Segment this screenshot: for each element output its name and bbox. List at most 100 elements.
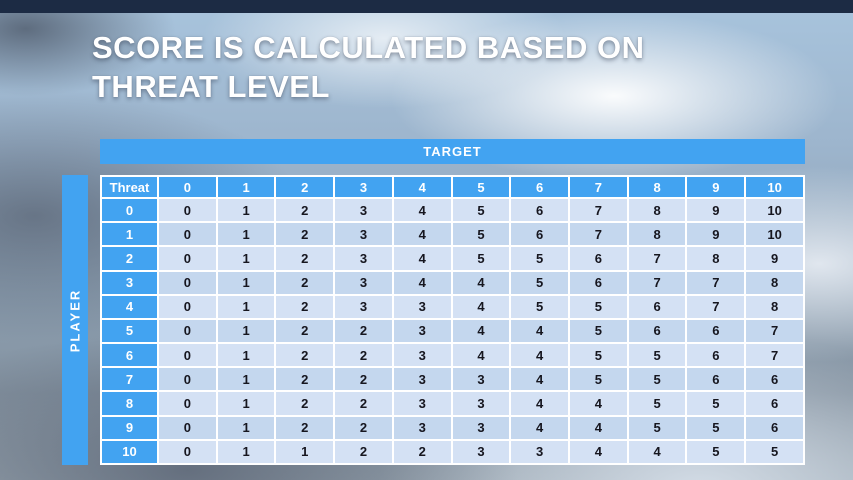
score-cell: 5 <box>626 342 688 369</box>
score-cell: 0 <box>157 438 218 466</box>
row-header-1: 1 <box>100 221 159 248</box>
score-cell: 2 <box>274 293 336 320</box>
column-header-3: 3 <box>333 175 394 199</box>
score-cell: 9 <box>685 196 747 224</box>
player-label: PLAYER <box>67 288 83 352</box>
row-header-10: 10 <box>100 438 159 466</box>
column-header-0: 0 <box>157 175 218 199</box>
score-cell: 3 <box>391 414 453 441</box>
table-row-threat-0: 0 0 1 2 3 4 5 6 7 8 9 10 <box>100 196 805 224</box>
score-cell: 2 <box>274 245 336 272</box>
score-cell: 7 <box>626 245 688 272</box>
score-cell: 2 <box>333 366 394 393</box>
score-cell: 6 <box>509 196 571 224</box>
score-cell: 4 <box>391 269 453 296</box>
score-cell: 1 <box>215 390 277 417</box>
score-cell: 5 <box>568 366 629 393</box>
score-cell: 3 <box>450 414 512 441</box>
row-header-5: 5 <box>100 317 159 345</box>
score-cell: 6 <box>685 342 747 369</box>
header-row: Threat 0 1 2 3 4 5 6 7 8 9 10 <box>100 175 805 199</box>
score-cell: 7 <box>744 342 805 369</box>
row-header-9: 9 <box>100 414 159 441</box>
score-cell: 8 <box>626 196 688 224</box>
column-header-2: 2 <box>274 175 336 199</box>
score-cell: 3 <box>450 390 512 417</box>
score-cell: 2 <box>274 196 336 224</box>
score-cell: 5 <box>626 414 688 441</box>
score-cell: 6 <box>626 317 688 345</box>
score-cell: 5 <box>626 390 688 417</box>
table-row-threat-10: 10 0 1 1 2 2 3 3 4 4 5 5 <box>100 438 805 466</box>
score-cell: 3 <box>333 245 394 272</box>
table-row-threat-1: 1 0 1 2 3 4 5 6 7 8 9 10 <box>100 221 805 248</box>
score-cell: 8 <box>685 245 747 272</box>
score-cell: 4 <box>509 366 571 393</box>
score-cell: 2 <box>333 438 394 466</box>
score-cell: 2 <box>274 366 336 393</box>
score-cell: 2 <box>274 390 336 417</box>
score-cell: 7 <box>744 317 805 345</box>
score-cell: 8 <box>626 221 688 248</box>
score-cell: 2 <box>333 342 394 369</box>
score-cell: 0 <box>157 293 218 320</box>
score-cell: 4 <box>568 438 629 466</box>
score-cell: 5 <box>685 390 747 417</box>
score-cell: 4 <box>568 390 629 417</box>
score-table-header: Threat 0 1 2 3 4 5 6 7 8 9 10 <box>100 175 805 199</box>
score-cell: 3 <box>509 438 571 466</box>
score-cell: 4 <box>509 342 571 369</box>
score-cell: 0 <box>157 196 218 224</box>
row-header-7: 7 <box>100 366 159 393</box>
score-cell: 4 <box>391 221 453 248</box>
score-cell: 5 <box>568 342 629 369</box>
score-cell: 5 <box>568 317 629 345</box>
score-cell: 7 <box>626 269 688 296</box>
row-header-6: 6 <box>100 342 159 369</box>
score-cell: 0 <box>157 390 218 417</box>
slide-title-line1: SCORE IS CALCULATED BASED ON <box>92 30 645 65</box>
score-cell: 3 <box>391 366 453 393</box>
score-cell: 5 <box>450 196 512 224</box>
score-cell: 3 <box>450 438 512 466</box>
score-cell: 4 <box>450 293 512 320</box>
score-cell: 10 <box>744 221 805 248</box>
row-header-3: 3 <box>100 269 159 296</box>
score-cell: 5 <box>568 293 629 320</box>
score-cell: 0 <box>157 366 218 393</box>
corner-header-threat: Threat <box>100 175 159 199</box>
score-cell: 4 <box>509 390 571 417</box>
score-cell: 3 <box>450 366 512 393</box>
score-cell: 5 <box>450 245 512 272</box>
score-cell: 2 <box>274 414 336 441</box>
score-cell: 1 <box>215 269 277 296</box>
score-cell: 5 <box>450 221 512 248</box>
score-cell: 0 <box>157 317 218 345</box>
score-cell: 7 <box>685 269 747 296</box>
score-cell: 3 <box>391 317 453 345</box>
score-cell: 3 <box>391 342 453 369</box>
score-cell: 3 <box>333 293 394 320</box>
player-header-bar: PLAYER <box>62 175 88 465</box>
column-header-7: 7 <box>568 175 629 199</box>
score-cell: 4 <box>509 414 571 441</box>
score-cell: 4 <box>626 438 688 466</box>
score-cell: 1 <box>215 414 277 441</box>
score-cell: 6 <box>568 269 629 296</box>
score-cell: 4 <box>391 245 453 272</box>
score-table: Threat 0 1 2 3 4 5 6 7 8 9 10 0 0 1 2 3 4 5 6 7 8 9 10 1 0 1 2 3 4 5 6… <box>100 175 805 466</box>
score-cell: 1 <box>215 221 277 248</box>
score-cell: 6 <box>685 366 747 393</box>
score-cell: 4 <box>509 317 571 345</box>
score-cell: 6 <box>744 390 805 417</box>
score-cell: 6 <box>744 366 805 393</box>
score-cell: 0 <box>157 245 218 272</box>
score-cell: 5 <box>626 366 688 393</box>
score-cell: 2 <box>274 269 336 296</box>
target-label: TARGET <box>423 144 482 159</box>
score-cell: 1 <box>215 245 277 272</box>
